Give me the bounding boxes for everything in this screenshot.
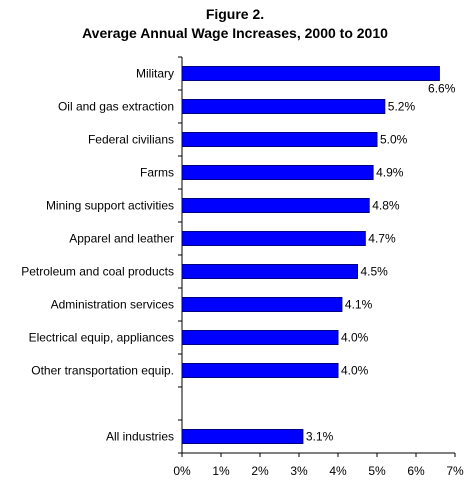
bar (181, 330, 339, 345)
x-tick-label: 6% (407, 464, 425, 478)
category-label: Apparel and leather (69, 232, 174, 246)
bar (181, 297, 343, 312)
data-label: 6.6% (428, 82, 456, 96)
x-tick-label: 5% (368, 464, 386, 478)
bar (181, 231, 366, 246)
chart-title: Figure 2. (205, 6, 265, 22)
category-label: Electrical equip, appliances (29, 331, 174, 345)
bars (181, 66, 440, 444)
x-tick-label: 0% (173, 464, 191, 478)
data-label: 3.1% (306, 430, 334, 444)
data-label: 4.7% (368, 232, 396, 246)
bar (181, 132, 378, 147)
category-label: Administration services (51, 298, 174, 312)
bar (181, 363, 339, 378)
data-label: 5.0% (380, 133, 408, 147)
x-tick-label: 7% (446, 464, 464, 478)
bar (181, 264, 358, 279)
x-tick-label: 4% (329, 464, 347, 478)
category-label: Petroleum and coal products (21, 265, 174, 279)
axes: 0% 1% 2% 3% 4% 5% 6% 7% (173, 56, 464, 478)
data-label: 4.9% (376, 166, 404, 180)
data-label: 4.1% (345, 298, 373, 312)
data-label: 4.5% (361, 265, 389, 279)
category-label: Oil and gas extraction (58, 100, 174, 114)
bar (181, 99, 386, 114)
data-label: 4.8% (372, 199, 400, 213)
x-tick-label: 1% (212, 464, 230, 478)
bar (181, 165, 374, 180)
bar (181, 66, 440, 81)
category-label: Military (136, 67, 174, 81)
bar (181, 198, 370, 213)
data-label: 4.0% (341, 331, 369, 345)
chart-subtitle: Average Annual Wage Increases, 2000 to 2… (82, 25, 388, 41)
category-label: Mining support activities (46, 199, 174, 213)
category-label: All industries (106, 430, 174, 444)
category-label: Federal civilians (88, 133, 174, 147)
category-label: Farms (140, 166, 174, 180)
data-label: 4.0% (341, 364, 369, 378)
x-tick-label: 2% (251, 464, 269, 478)
category-label: Other transportation equip. (31, 364, 174, 378)
x-tick-label: 3% (290, 464, 308, 478)
data-label: 5.2% (388, 100, 416, 114)
labels: Military 6.6% Oil and gas extraction 5.2% Fe… (21, 67, 455, 444)
bar (181, 429, 304, 444)
